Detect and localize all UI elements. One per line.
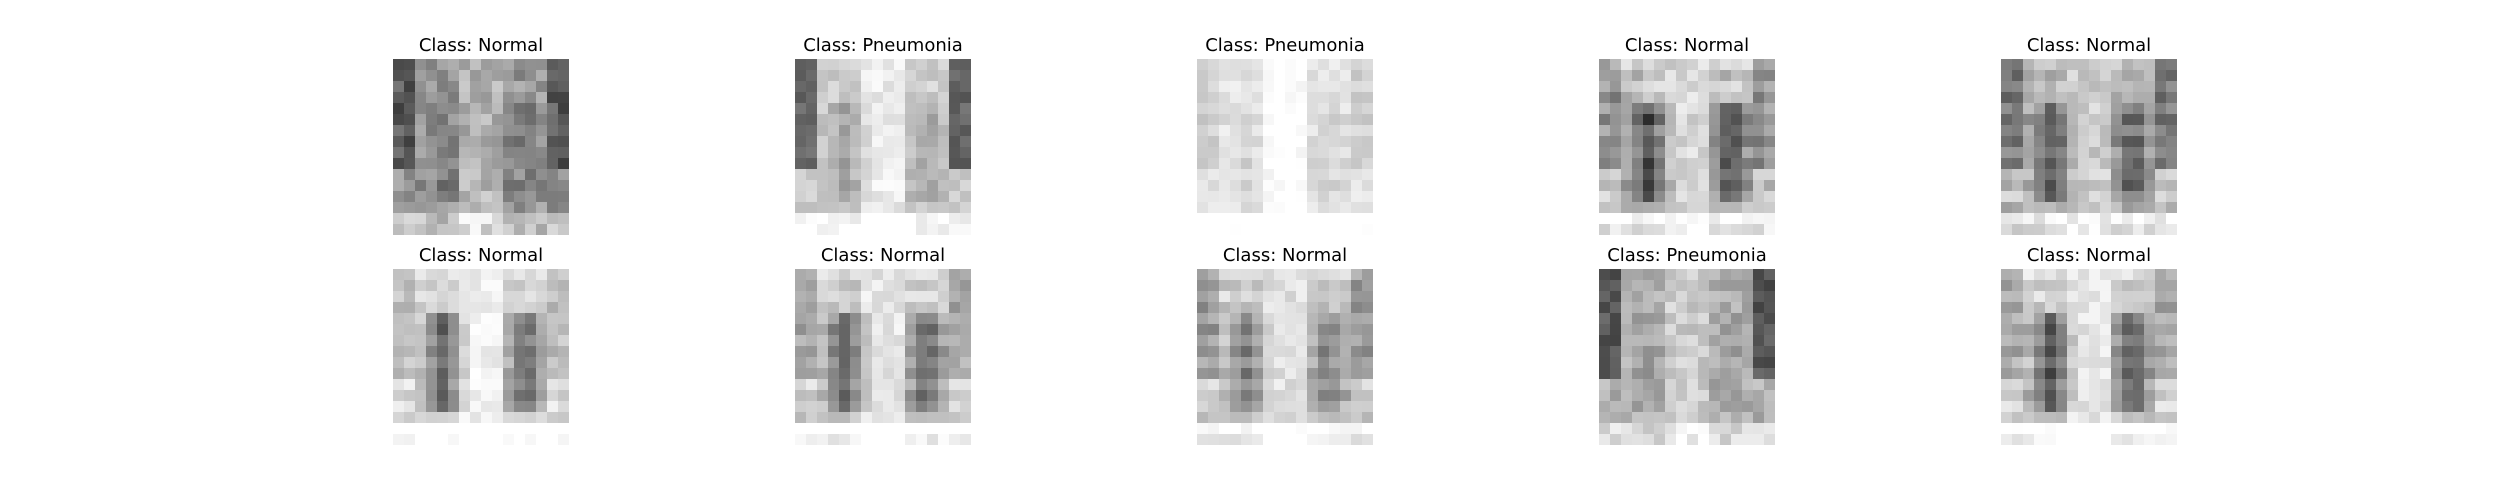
panel-3-title: Class: Pneumonia	[1205, 35, 1365, 56]
panel-8-title: Class: Normal	[1222, 245, 1348, 266]
panel-6: Class: Normal	[393, 245, 569, 445]
panel-7: Class: Normal	[795, 245, 971, 445]
panel-1: Class: Normal	[393, 35, 569, 235]
xray-image-1	[393, 59, 569, 235]
panel-10: Class: Normal	[2001, 245, 2177, 445]
panel-4: Class: Normal	[1599, 35, 1775, 235]
panel-10-title: Class: Normal	[2026, 245, 2152, 266]
panel-5: Class: Normal	[2001, 35, 2177, 235]
xray-image-10	[2001, 269, 2177, 445]
xray-image-8	[1197, 269, 1373, 445]
xray-image-4	[1599, 59, 1775, 235]
panel-4-title: Class: Normal	[1624, 35, 1750, 56]
panel-2: Class: Pneumonia	[795, 35, 971, 235]
xray-image-5	[2001, 59, 2177, 235]
panel-7-title: Class: Normal	[820, 245, 946, 266]
xray-image-7	[795, 269, 971, 445]
panel-2-title: Class: Pneumonia	[803, 35, 963, 56]
xray-image-3	[1197, 59, 1373, 235]
xray-image-6	[393, 269, 569, 445]
panel-6-title: Class: Normal	[418, 245, 544, 266]
panel-8: Class: Normal	[1197, 245, 1373, 445]
panel-9: Class: Pneumonia	[1599, 245, 1775, 445]
xray-image-9	[1599, 269, 1775, 445]
panel-1-title: Class: Normal	[418, 35, 544, 56]
panel-3: Class: Pneumonia	[1197, 35, 1373, 235]
xray-image-2	[795, 59, 971, 235]
panel-9-title: Class: Pneumonia	[1607, 245, 1767, 266]
panel-5-title: Class: Normal	[2026, 35, 2152, 56]
